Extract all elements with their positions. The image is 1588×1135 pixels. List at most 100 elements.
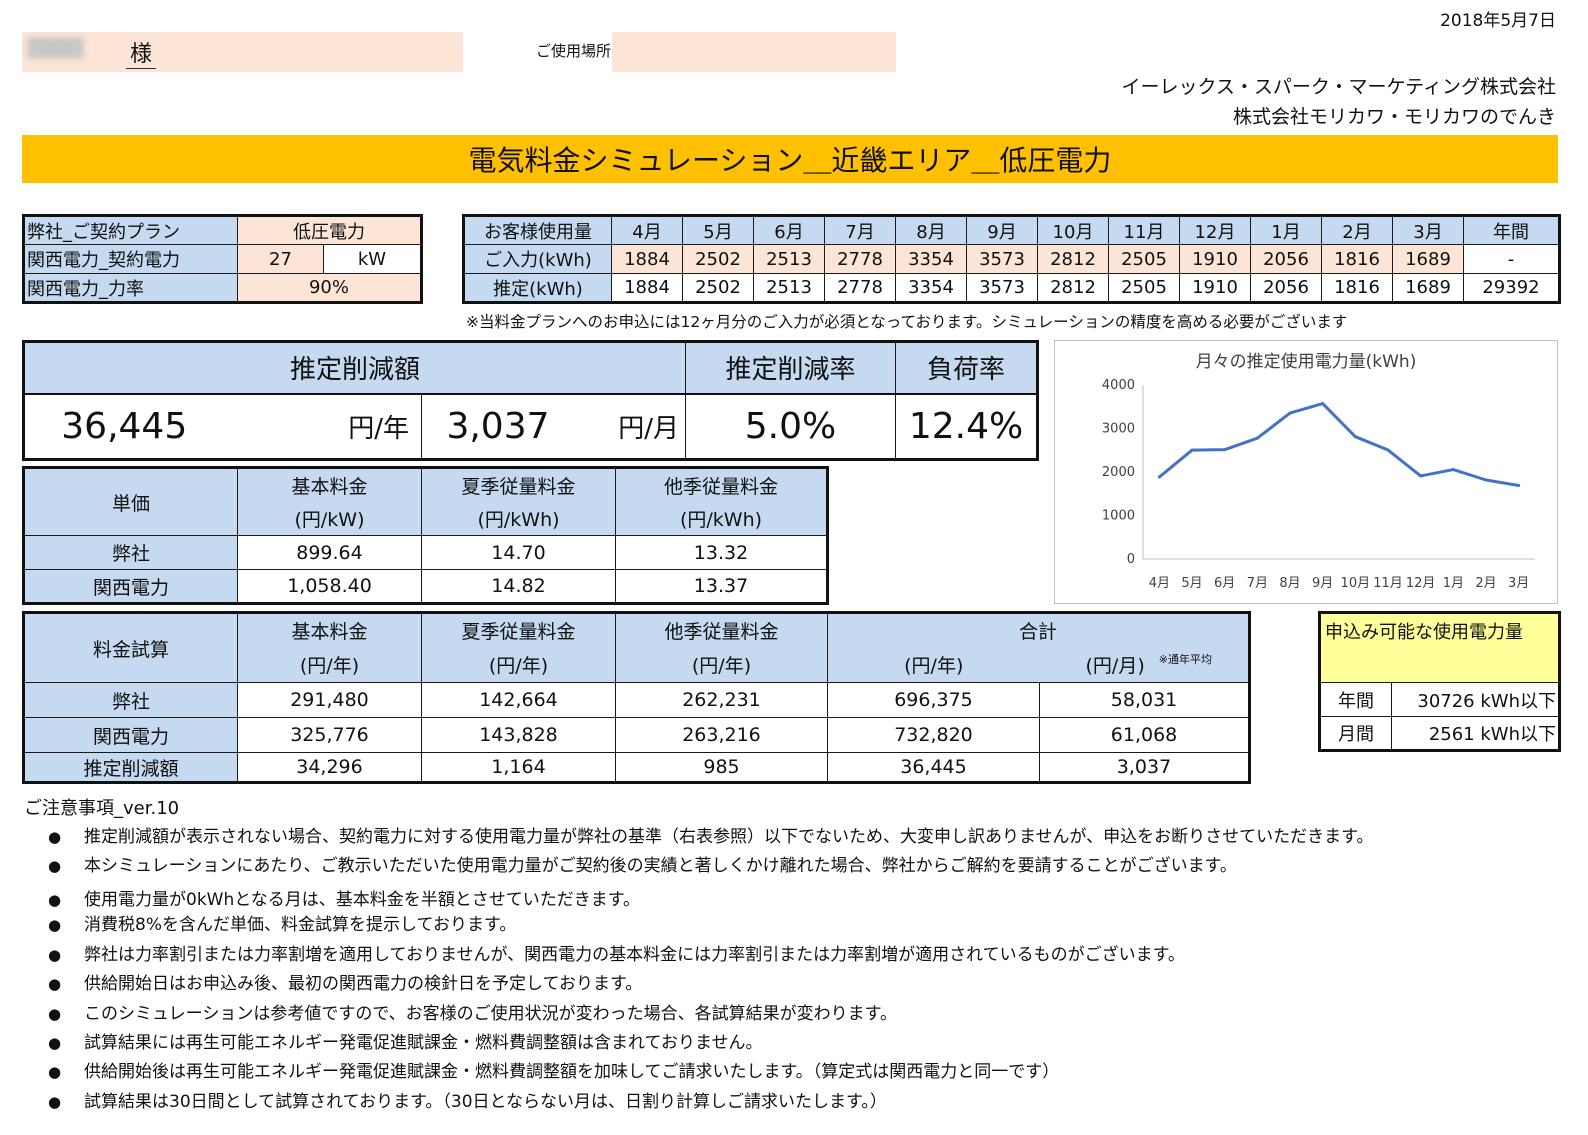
note-text: 試算結果は30日間として試算されております。（30日とならない月は、日割り計算し…: [84, 1092, 887, 1112]
series-line: [1158, 402, 1519, 488]
note-item: ● 消費税8%を含んだ単価、料金試算を提示しております。: [48, 910, 516, 935]
input-value: 2505: [1108, 244, 1180, 274]
month-header: 8月: [895, 215, 967, 245]
note-item: ● 試算結果は30日間として試算されております。（30日とならない月は、日割り計算…: [48, 1087, 887, 1112]
bullet-icon: ●: [48, 1005, 62, 1023]
row-label: 弊社: [23, 535, 238, 570]
month-header: 2月: [1321, 215, 1393, 245]
y-tick-label: 3000: [1102, 422, 1135, 437]
x-tick-label: 11月: [1373, 576, 1403, 591]
estimate-value: 3573: [966, 273, 1038, 303]
x-tick-label: 7月: [1247, 576, 1268, 591]
savings-amount-label: 推定削減額: [22, 341, 687, 395]
unit-price-header: 基本料金: [237, 467, 422, 502]
price-cell: 13.37: [615, 569, 828, 604]
y-tick-label: 0: [1127, 552, 1135, 567]
note-text: 推定削減額が表示されない場合、契約電力に対する使用電力量が弊社の基準（右表参照）…: [84, 827, 1374, 847]
fee-cell: 142,664: [421, 682, 616, 718]
fee-cell: 36,445: [827, 752, 1040, 783]
data-point: [1353, 435, 1357, 439]
table-row: 関西電力 325,776 143,828 263,216 732,820 61,…: [23, 717, 1251, 753]
unit-price-corner: 単価: [23, 467, 238, 536]
bullet-icon: ●: [48, 1063, 62, 1081]
x-tick-label: 4月: [1149, 576, 1170, 591]
data-point: [1321, 402, 1325, 406]
fee-header-unit: (円/年): [237, 646, 422, 683]
data-point: [1386, 448, 1390, 452]
note-item: ● 供給開始日はお申込み後、最初の関西電力の検針日を予定しております。: [48, 969, 642, 994]
power-factor-label: 関西電力_力率: [23, 273, 238, 303]
estimate-value: 1910: [1179, 273, 1251, 303]
contract-power-value: 27: [237, 244, 324, 274]
customer-name-redacted: ████: [28, 38, 84, 59]
x-tick-label: 10月: [1341, 576, 1371, 591]
customer-suffix: 様: [126, 36, 157, 69]
month-header: 11月: [1108, 215, 1180, 245]
note-item: ● 本シミュレーションにあたり、ご教示いただいた使用電力量がご契約後の実績と著しく…: [48, 851, 1237, 876]
fee-header-unit: (円/年): [421, 646, 616, 683]
savings-monthly-unit: 円/月: [551, 393, 687, 460]
total-year-unit: (円/年): [827, 646, 1040, 683]
plan-label: 弊社_ご契約プラン: [23, 215, 238, 245]
table-row: 弊社 899.64 14.70 13.32: [23, 535, 828, 570]
estimate-value: 3354: [895, 273, 967, 303]
table-row: 関西電力 1,058.40 14.82 13.37: [23, 569, 828, 604]
note-text: 試算結果には再生可能エネルギー発電促進賦課金・燃料費調整額は含まれておりません。: [84, 1033, 763, 1053]
savings-rate: 5.0%: [685, 393, 897, 460]
note-item: ● 弊社は力率割引または力率割増を適用しておりませんが、関西電力の基本料金には力率…: [48, 940, 1185, 965]
input-value: 1884: [611, 244, 683, 274]
page-title: 電気料金シミュレーション＿近畿エリア＿低圧電力: [468, 144, 1112, 177]
input-value: 2502: [682, 244, 754, 274]
y-tick-label: 4000: [1102, 378, 1135, 393]
data-point: [1157, 475, 1161, 479]
input-value: 2778: [824, 244, 896, 274]
estimate-value: 1884: [611, 273, 683, 303]
unit-price-header: 夏季従量料金: [421, 467, 616, 502]
estimate-row: 推定(kWh) 1884 2502 2513 2778 3354 3573 28…: [463, 273, 1560, 303]
load-factor-label: 負荷率: [895, 341, 1039, 395]
savings-rate-label: 推定削減率: [685, 341, 897, 395]
x-tick-label: 1月: [1443, 576, 1464, 591]
total-header: 合計: [826, 612, 1251, 647]
fee-header: 基本料金: [237, 612, 422, 647]
plan-value: 低圧電力: [237, 215, 422, 245]
fee-cell: 58,031: [1038, 682, 1251, 718]
fee-cell: 61,068: [1038, 717, 1251, 753]
title-banner: 電気料金シミュレーション＿近畿エリア＿低圧電力: [22, 135, 1558, 183]
total-month-unit-cell: (円/月) ※通年平均: [1039, 646, 1251, 683]
fee-calc-corner: 料金試算: [23, 612, 238, 683]
usage-header-row: お客様使用量 4月 5月 6月 7月 8月 9月 10月 11月 12月 1月 …: [463, 215, 1560, 245]
note-item: ● 試算結果には再生可能エネルギー発電促進賦課金・燃料費調整額は含まれておりません…: [48, 1028, 762, 1053]
note-item: ● 推定削減額が表示されない場合、契約電力に対する使用電力量が弊社の基準（右表参照…: [48, 822, 1373, 847]
unit-price-header: 他季従量料金: [615, 467, 828, 502]
note-text: 使用電力量が0kWhとなる月は、基本料金を半額とさせていただきます。: [84, 890, 641, 910]
row-label: 弊社: [23, 682, 238, 718]
y-tick-label: 2000: [1102, 465, 1135, 480]
annual-average-note: ※通年平均: [1158, 652, 1212, 666]
unit-price-header-unit: (円/kW): [237, 501, 422, 536]
input-annual: -: [1463, 244, 1560, 274]
bullet-icon: ●: [48, 916, 62, 934]
usage-table: お客様使用量 4月 5月 6月 7月 8月 9月 10月 11月 12月 1月 …: [462, 214, 1561, 304]
unit-price-table: 単価 基本料金 夏季従量料金 他季従量料金 (円/kW) (円/kWh) (円/…: [22, 466, 829, 605]
estimate-value: 2778: [824, 273, 896, 303]
input-value: 1689: [1392, 244, 1464, 274]
estimate-value: 2513: [753, 273, 825, 303]
price-cell: 14.82: [421, 569, 616, 604]
savings-monthly: 3,037: [421, 393, 552, 460]
x-tick-label: 3月: [1508, 576, 1529, 591]
data-point: [1419, 474, 1423, 478]
savings-yearly: 36,445: [23, 393, 224, 460]
chart-title: 月々の推定使用電力量(kWh): [1196, 351, 1417, 372]
input-value: 1910: [1179, 244, 1251, 274]
data-point: [1190, 448, 1194, 452]
total-month-unit: (円/月): [1085, 654, 1145, 677]
bullet-icon: ●: [48, 1093, 62, 1111]
company-line-2: 株式会社モリカワ・モリカワのでんき: [1232, 106, 1556, 128]
estimate-value: 1689: [1392, 273, 1464, 303]
input-value: 3354: [895, 244, 967, 274]
fee-header: 夏季従量料金: [421, 612, 616, 647]
month-header: 4月: [611, 215, 683, 245]
month-header: 7月: [824, 215, 896, 245]
price-cell: 13.32: [615, 535, 828, 570]
